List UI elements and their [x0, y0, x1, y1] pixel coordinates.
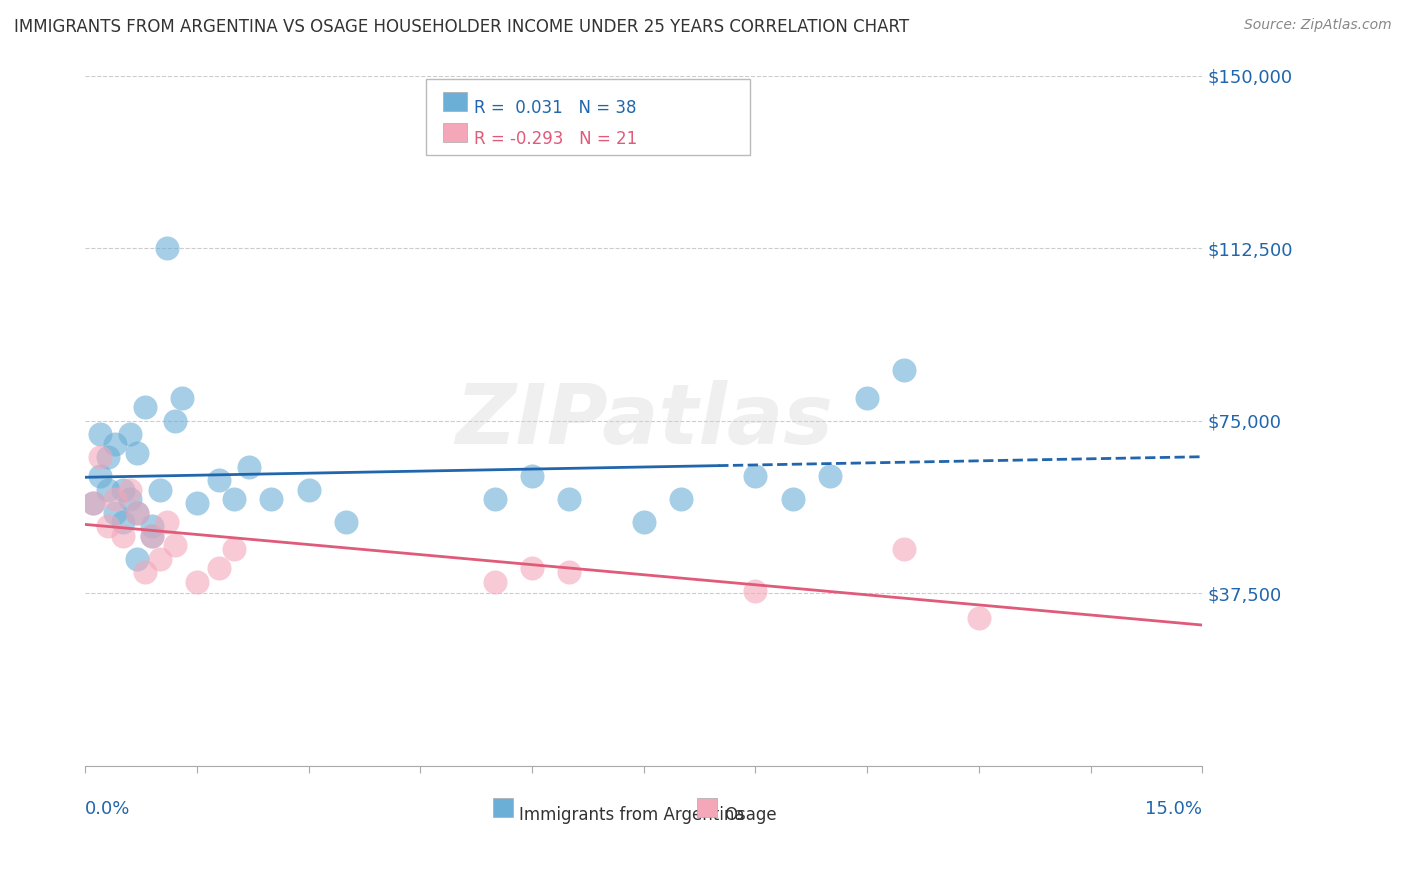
Text: R =  0.031   N = 38: R = 0.031 N = 38: [474, 99, 637, 117]
Point: [172, 391, 194, 405]
Point: [141, 528, 163, 542]
Point: [104, 491, 127, 506]
Text: 0.0%: 0.0%: [86, 800, 131, 818]
Point: [224, 491, 246, 506]
Point: [298, 483, 321, 497]
Point: [893, 363, 915, 377]
Point: [558, 491, 581, 506]
Point: [669, 491, 692, 506]
Point: [520, 468, 543, 483]
Point: [335, 515, 357, 529]
Text: R = -0.293   N = 21: R = -0.293 N = 21: [474, 130, 637, 148]
Point: [893, 542, 915, 557]
Text: Source: ZipAtlas.com: Source: ZipAtlas.com: [1244, 18, 1392, 32]
Point: [111, 483, 134, 497]
Point: [163, 538, 186, 552]
FancyBboxPatch shape: [494, 798, 513, 817]
Text: Immigrants from Argentina: Immigrants from Argentina: [519, 805, 744, 823]
Point: [118, 491, 141, 506]
Point: [82, 496, 104, 510]
Text: ZIPatlas: ZIPatlas: [454, 380, 832, 461]
Point: [97, 450, 120, 465]
Point: [744, 583, 766, 598]
FancyBboxPatch shape: [697, 798, 717, 817]
Point: [118, 427, 141, 442]
Point: [744, 468, 766, 483]
Point: [782, 491, 804, 506]
Point: [97, 519, 120, 533]
Point: [89, 468, 111, 483]
Point: [967, 611, 990, 625]
Point: [111, 528, 134, 542]
Point: [156, 515, 179, 529]
Point: [633, 515, 655, 529]
Text: IMMIGRANTS FROM ARGENTINA VS OSAGE HOUSEHOLDER INCOME UNDER 25 YEARS CORRELATION: IMMIGRANTS FROM ARGENTINA VS OSAGE HOUSE…: [14, 18, 910, 36]
Point: [208, 561, 231, 575]
Point: [208, 474, 231, 488]
Point: [484, 491, 506, 506]
Point: [238, 459, 260, 474]
Point: [520, 561, 543, 575]
Point: [141, 528, 163, 542]
Point: [127, 551, 149, 566]
Point: [149, 551, 172, 566]
Point: [818, 468, 841, 483]
Point: [127, 506, 149, 520]
Point: [89, 450, 111, 465]
Point: [141, 519, 163, 533]
Point: [856, 391, 879, 405]
Point: [104, 506, 127, 520]
Point: [127, 506, 149, 520]
Text: Osage: Osage: [724, 805, 776, 823]
Point: [558, 566, 581, 580]
Point: [260, 491, 283, 506]
Point: [89, 427, 111, 442]
Point: [163, 414, 186, 428]
Point: [149, 483, 172, 497]
Text: 15.0%: 15.0%: [1146, 800, 1202, 818]
Point: [156, 241, 179, 255]
Point: [186, 574, 208, 589]
Point: [118, 483, 141, 497]
Point: [104, 436, 127, 450]
Point: [224, 542, 246, 557]
Point: [134, 400, 156, 414]
Point: [111, 515, 134, 529]
Point: [82, 496, 104, 510]
FancyBboxPatch shape: [443, 92, 467, 112]
Point: [97, 483, 120, 497]
FancyBboxPatch shape: [443, 123, 467, 143]
Point: [186, 496, 208, 510]
Point: [484, 574, 506, 589]
Point: [134, 566, 156, 580]
Point: [127, 446, 149, 460]
FancyBboxPatch shape: [426, 79, 749, 155]
